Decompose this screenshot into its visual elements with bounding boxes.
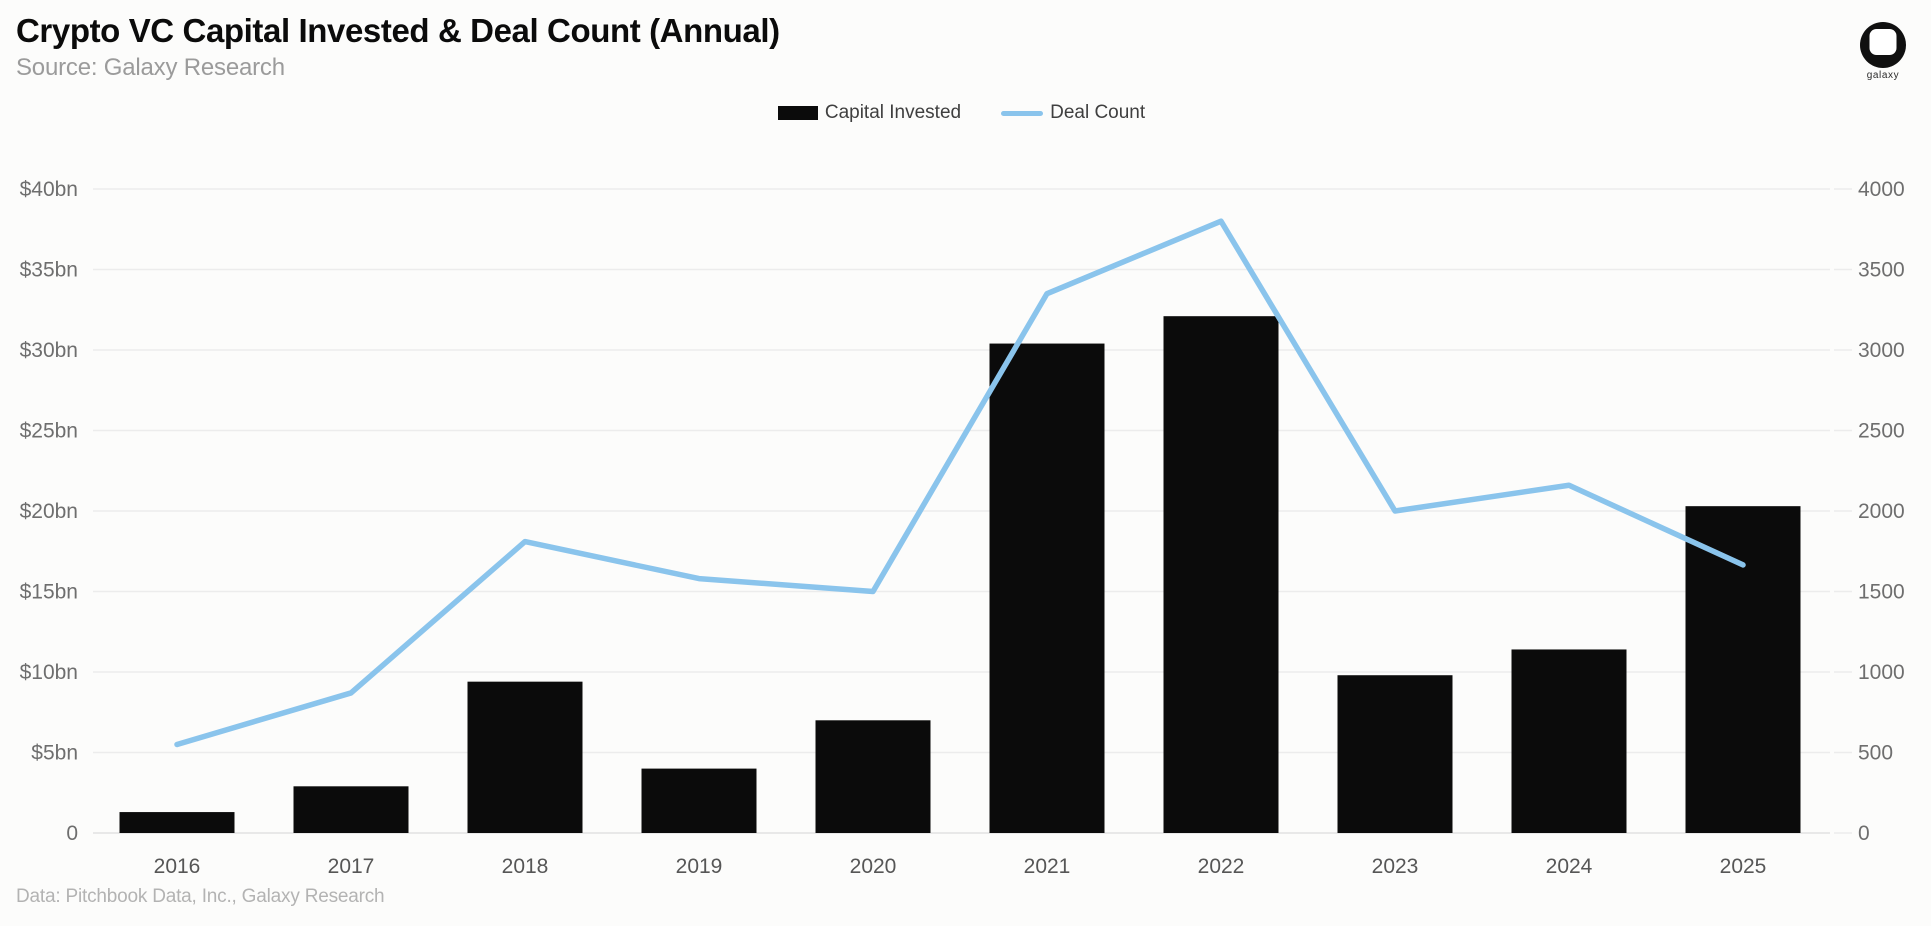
svg-text:2000: 2000: [1858, 500, 1905, 523]
svg-text:2024: 2024: [1546, 855, 1593, 878]
chart-source: Source: Galaxy Research: [16, 54, 285, 81]
svg-text:2023: 2023: [1372, 855, 1419, 878]
svg-text:2020: 2020: [850, 855, 897, 878]
legend-label-capital-invested: Capital Invested: [824, 102, 962, 123]
svg-text:$20bn: $20bn: [20, 500, 78, 523]
svg-text:$10bn: $10bn: [20, 661, 78, 684]
galaxy-logo-text: galaxy: [1866, 70, 1900, 81]
deal-count-swatch: [1001, 110, 1044, 116]
svg-text:4000: 4000: [1858, 178, 1905, 201]
svg-text:1000: 1000: [1858, 661, 1905, 684]
svg-text:3000: 3000: [1858, 339, 1905, 362]
svg-text:2016: 2016: [154, 855, 201, 878]
capital-invested-swatch: [777, 106, 818, 120]
legend-item-capital-invested: Capital Invested: [777, 102, 962, 124]
svg-text:$40bn: $40bn: [20, 178, 78, 201]
svg-text:2019: 2019: [676, 855, 723, 878]
svg-text:0: 0: [1858, 822, 1870, 845]
chart-legend: Capital Invested Deal Count: [93, 102, 1830, 124]
svg-text:2021: 2021: [1024, 855, 1071, 878]
svg-text:2022: 2022: [1198, 855, 1245, 878]
svg-text:$35bn: $35bn: [20, 259, 78, 282]
svg-text:$30bn: $30bn: [20, 339, 78, 362]
legend-item-deal-count: Deal Count: [1001, 102, 1145, 124]
svg-text:500: 500: [1858, 742, 1893, 765]
svg-text:2018: 2018: [502, 855, 549, 878]
svg-text:2500: 2500: [1858, 420, 1905, 443]
data-credit: Data: Pitchbook Data, Inc., Galaxy Resea…: [16, 886, 385, 907]
galaxy-logo-icon: [1860, 22, 1906, 68]
galaxy-logo: galaxy: [1853, 22, 1913, 81]
svg-text:0: 0: [66, 822, 78, 845]
svg-text:$25bn: $25bn: [20, 420, 78, 443]
svg-text:3500: 3500: [1858, 259, 1905, 282]
page-title: Crypto VC Capital Invested & Deal Count …: [16, 12, 780, 49]
svg-text:$15bn: $15bn: [20, 581, 78, 604]
svg-text:2025: 2025: [1720, 855, 1767, 878]
svg-text:2017: 2017: [328, 855, 375, 878]
svg-text:1500: 1500: [1858, 581, 1905, 604]
svg-text:$5bn: $5bn: [31, 742, 78, 765]
galaxy-logo-visor: [1869, 29, 1897, 56]
legend-label-deal-count: Deal Count: [1050, 102, 1146, 123]
